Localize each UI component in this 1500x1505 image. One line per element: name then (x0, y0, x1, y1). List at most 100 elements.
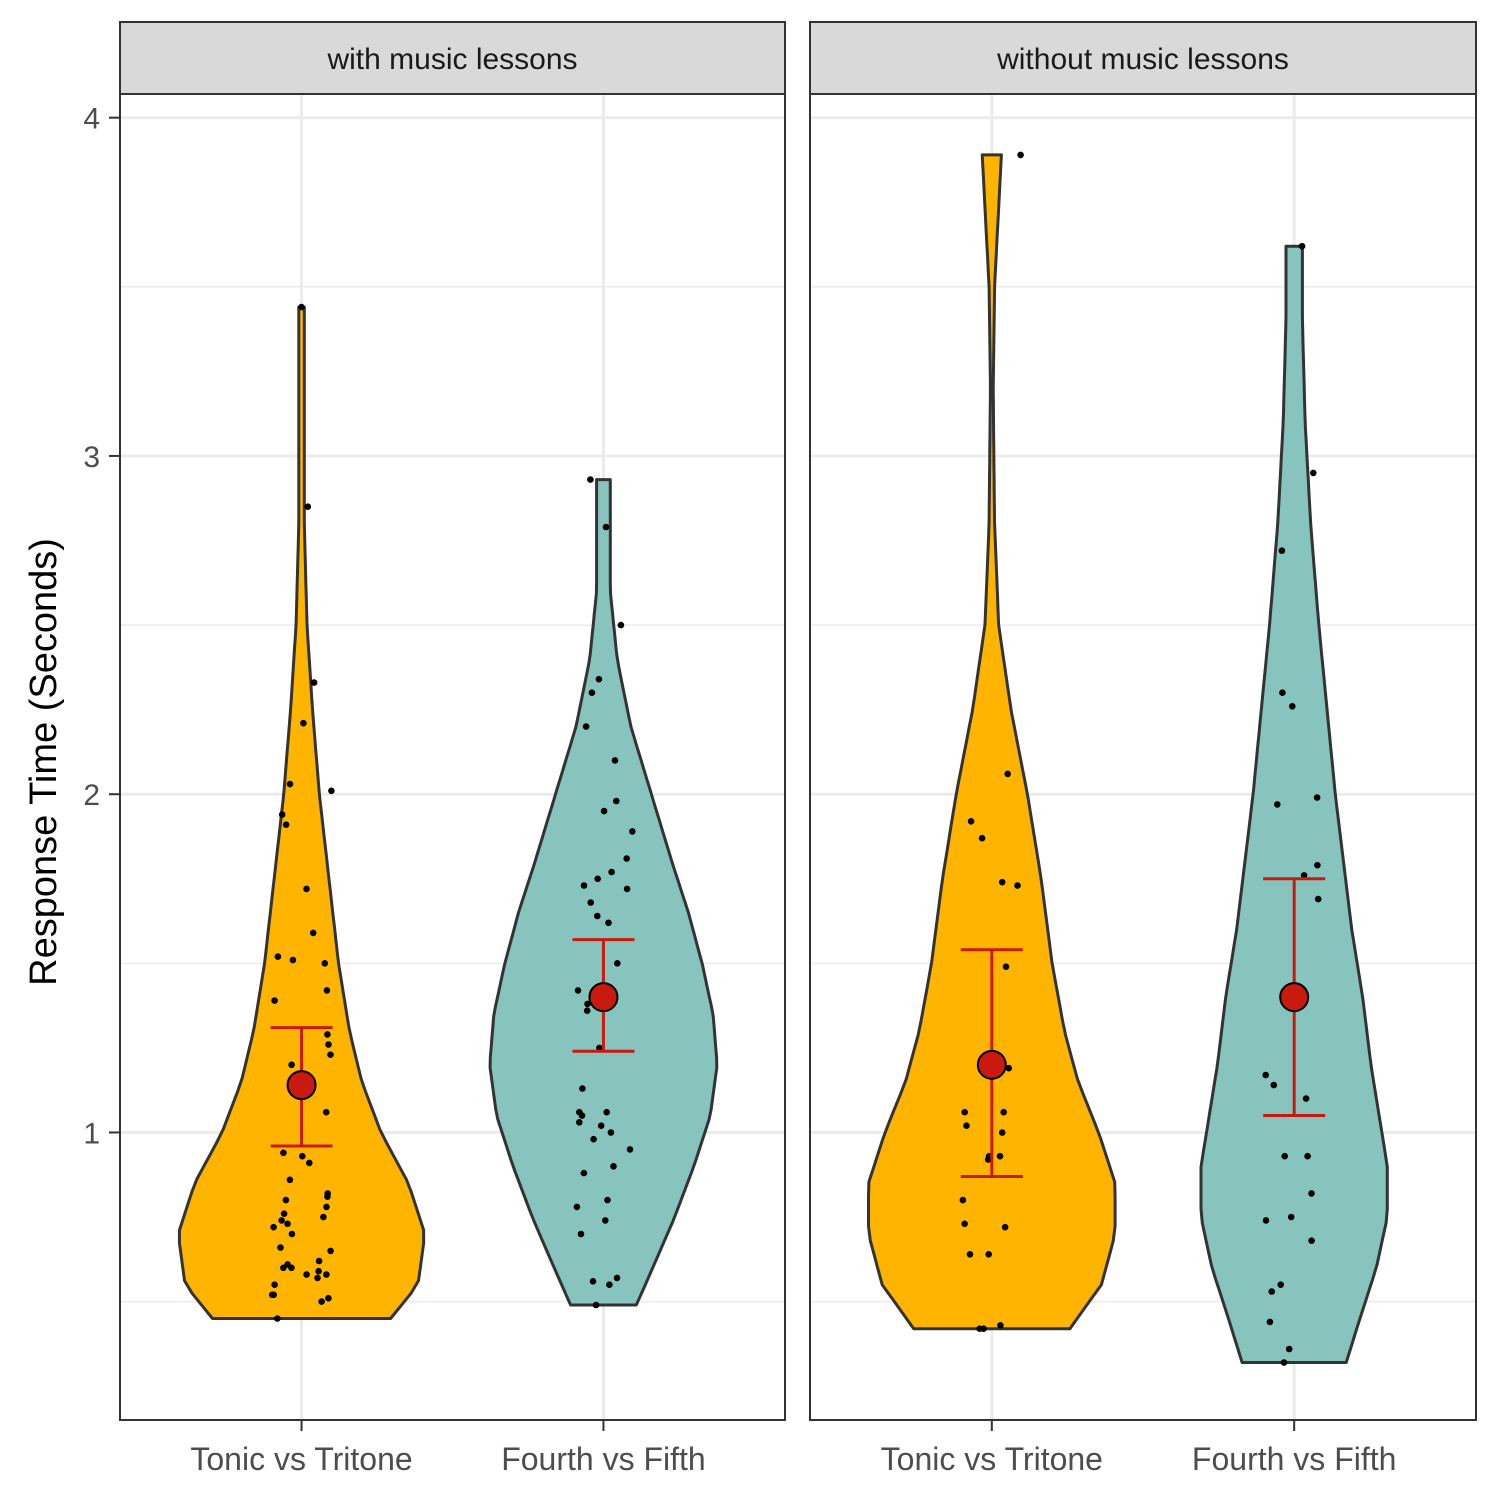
data-point (978, 834, 986, 842)
data-point (587, 476, 594, 483)
data-point (274, 953, 282, 960)
data-point (592, 1301, 600, 1309)
data-point (323, 1271, 330, 1278)
data-point (318, 1298, 325, 1305)
data-point (284, 1220, 291, 1228)
data-point (1308, 1190, 1315, 1197)
data-point (278, 811, 286, 818)
data-point (271, 997, 278, 1004)
data-point (306, 1159, 313, 1167)
data-point (597, 1122, 605, 1129)
data-point (325, 1294, 332, 1302)
data-point (576, 1119, 583, 1126)
data-point (304, 503, 312, 511)
data-point (611, 757, 619, 764)
data-point (328, 787, 335, 795)
data-point (967, 818, 975, 825)
data-point (1281, 1152, 1288, 1160)
data-point (303, 1271, 310, 1278)
facet-strip-label: without music lessons (996, 43, 1289, 76)
data-point (310, 679, 318, 686)
data-point (1277, 1281, 1284, 1288)
data-point (1285, 1345, 1293, 1353)
data-point (280, 1210, 288, 1217)
data-point (282, 1196, 290, 1204)
data-point (600, 807, 608, 815)
y-tick-label: 2 (83, 779, 100, 812)
data-point (1262, 1217, 1270, 1224)
data-point (961, 1220, 968, 1228)
facet-strip-label: with music lessons (326, 43, 577, 76)
data-point (1314, 895, 1322, 903)
data-point (959, 1196, 967, 1204)
data-point (303, 885, 310, 893)
data-point (985, 1251, 992, 1258)
data-point (1289, 703, 1296, 710)
violin-tonic-vs-tritone (867, 153, 1117, 1331)
data-point (607, 1129, 615, 1136)
data-point (1002, 963, 1010, 970)
data-point (604, 1196, 611, 1204)
data-point (322, 1108, 330, 1116)
data-point (623, 885, 631, 893)
mean-marker (976, 1049, 1007, 1080)
data-point (1287, 1213, 1295, 1221)
data-point (1001, 1223, 1009, 1231)
data-point (288, 1061, 295, 1069)
x-tick-label: Fourth vs Fifth (1192, 1441, 1397, 1477)
data-point (324, 1031, 331, 1038)
data-point (298, 303, 305, 311)
data-point (606, 1281, 613, 1288)
data-point (315, 1267, 322, 1275)
data-point (629, 828, 636, 835)
data-point (617, 621, 625, 629)
y-axis-label: Response Time (Seconds) (23, 538, 65, 986)
data-point (278, 1217, 285, 1224)
data-point (580, 1169, 588, 1177)
data-point (589, 1278, 597, 1285)
data-point (1314, 861, 1321, 869)
data-point (327, 1247, 334, 1255)
data-point (299, 1152, 306, 1160)
data-point (1308, 1237, 1315, 1244)
x-tick-label: Tonic vs Tritone (190, 1441, 412, 1477)
data-point (590, 1135, 597, 1143)
data-point (274, 1315, 281, 1322)
y-tick-label: 4 (83, 103, 100, 136)
data-point (623, 855, 630, 862)
data-point (320, 1213, 327, 1221)
data-point (1280, 1359, 1288, 1366)
data-point (277, 1244, 284, 1251)
data-point (315, 1257, 323, 1265)
data-point (1278, 547, 1286, 554)
data-point (327, 1051, 334, 1058)
data-point (309, 929, 317, 937)
x-tick-label: Tonic vs Tritone (881, 1441, 1103, 1477)
data-point (325, 1041, 332, 1048)
data-point (610, 1163, 617, 1170)
facet-strip (119, 21, 786, 95)
data-point (286, 1176, 294, 1184)
data-point (582, 723, 590, 730)
data-point (289, 956, 297, 964)
data-point (270, 1223, 277, 1231)
data-point (1279, 689, 1286, 696)
mean-marker (286, 1070, 317, 1101)
data-point (271, 1281, 278, 1288)
data-point (583, 1007, 591, 1014)
data-point (574, 987, 582, 994)
data-point (576, 1108, 583, 1116)
y-tick-label: 3 (83, 441, 100, 474)
data-point (314, 1274, 321, 1282)
data-point (966, 1251, 974, 1258)
data-point (594, 912, 601, 920)
data-point (997, 1322, 1004, 1329)
data-point (614, 960, 621, 967)
data-point (1304, 1152, 1311, 1160)
facet-strip (809, 21, 1477, 95)
data-point (1270, 1081, 1278, 1089)
data-point (1262, 1071, 1269, 1079)
data-point (613, 1274, 621, 1282)
data-point (300, 719, 307, 727)
data-point (268, 1291, 276, 1299)
